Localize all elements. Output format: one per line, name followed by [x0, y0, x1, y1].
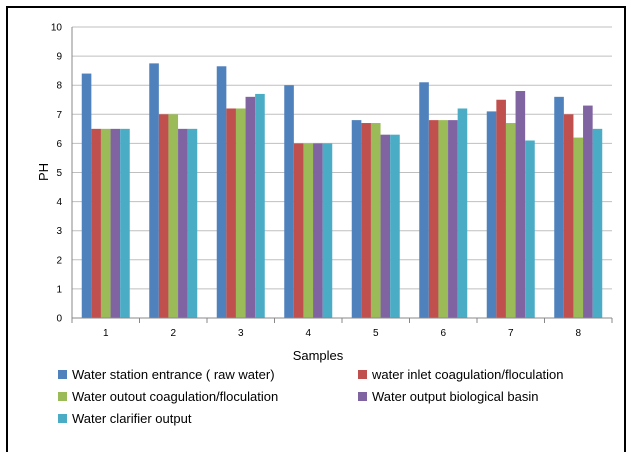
bar — [428, 120, 439, 319]
y-tick-label: 9 — [56, 52, 62, 63]
x-axis-title: Samples — [293, 348, 344, 363]
x-tick-label: 5 — [373, 328, 379, 339]
x-tick-label: 8 — [575, 328, 581, 339]
bar — [438, 120, 449, 319]
bar — [457, 108, 468, 318]
y-tick-label: 3 — [56, 226, 62, 237]
legend-item: Water clarifier output — [58, 408, 358, 428]
y-tick-label: 10 — [51, 23, 63, 34]
legend-label: water inlet coagulation/floculation — [372, 366, 564, 382]
bar — [351, 120, 362, 319]
legend: Water station entrance ( raw water) water… — [58, 364, 598, 428]
bar — [100, 128, 111, 318]
legend-item: water inlet coagulation/floculation — [358, 364, 598, 384]
legend-swatch — [58, 413, 67, 423]
legend-swatch — [58, 391, 67, 401]
y-tick-label: 5 — [56, 168, 62, 179]
bar — [284, 85, 294, 318]
bar — [515, 91, 526, 319]
bar — [216, 66, 227, 318]
bar — [419, 82, 429, 318]
x-tick-label: 7 — [508, 328, 514, 339]
bar — [573, 137, 584, 318]
bar — [226, 108, 236, 318]
bar — [149, 63, 159, 318]
axes — [71, 27, 613, 323]
legend-label: Water output biological basin — [372, 388, 539, 404]
bar — [245, 96, 256, 318]
y-tick-label: 0 — [56, 314, 62, 325]
y-tick-label: 2 — [56, 255, 62, 266]
bar — [168, 114, 179, 318]
bar — [303, 143, 314, 318]
y-tick-label: 6 — [56, 139, 62, 150]
x-tick-label: 4 — [305, 328, 311, 339]
bar — [293, 143, 304, 318]
bar — [370, 123, 381, 318]
legend-swatch — [58, 369, 67, 379]
bar — [380, 134, 391, 318]
x-tick-label: 3 — [238, 328, 244, 339]
legend-item: Water outout coagulation/floculation — [58, 386, 358, 406]
bar — [255, 93, 265, 319]
bar — [448, 120, 458, 319]
x-tick-label: 6 — [440, 328, 446, 339]
bar — [390, 134, 400, 318]
bar — [525, 140, 535, 318]
legend-item: Water station entrance ( raw water) — [58, 364, 358, 384]
bar — [235, 108, 246, 318]
bar — [322, 143, 333, 318]
chart-frame — [6, 6, 626, 452]
bar — [187, 128, 198, 318]
bar — [554, 96, 564, 318]
bar — [486, 111, 497, 318]
y-axis-title: PH — [36, 163, 51, 181]
legend-swatch — [358, 391, 367, 401]
bar — [91, 128, 101, 318]
bar — [583, 105, 593, 318]
y-tick-label: 8 — [56, 81, 62, 92]
bar — [81, 73, 92, 318]
bar — [505, 123, 516, 318]
bar — [110, 128, 121, 318]
legend-item: Water output biological basin — [358, 386, 598, 406]
bar — [313, 143, 323, 318]
tick-labels: 0 1 2 3 4 5 6 7 8 9 10 1 2 3 4 5 6 7 8 — [51, 23, 582, 340]
bar — [563, 114, 574, 318]
legend-label: Water station entrance ( raw water) — [72, 366, 275, 382]
y-tick-label: 1 — [56, 284, 62, 295]
bar — [120, 128, 130, 318]
bar — [158, 114, 169, 318]
y-tick-label: 4 — [56, 197, 62, 208]
legend-label: Water outout coagulation/floculation — [72, 388, 279, 404]
y-tick-label: 7 — [56, 110, 62, 121]
bars — [81, 63, 603, 319]
legend-swatch — [358, 369, 367, 379]
bar — [496, 99, 506, 318]
legend-label: Water clarifier output — [72, 410, 192, 426]
bar — [361, 123, 371, 318]
bar — [592, 128, 603, 318]
x-tick-label: 1 — [103, 328, 109, 339]
x-tick-label: 2 — [170, 328, 176, 339]
bar — [178, 128, 188, 318]
